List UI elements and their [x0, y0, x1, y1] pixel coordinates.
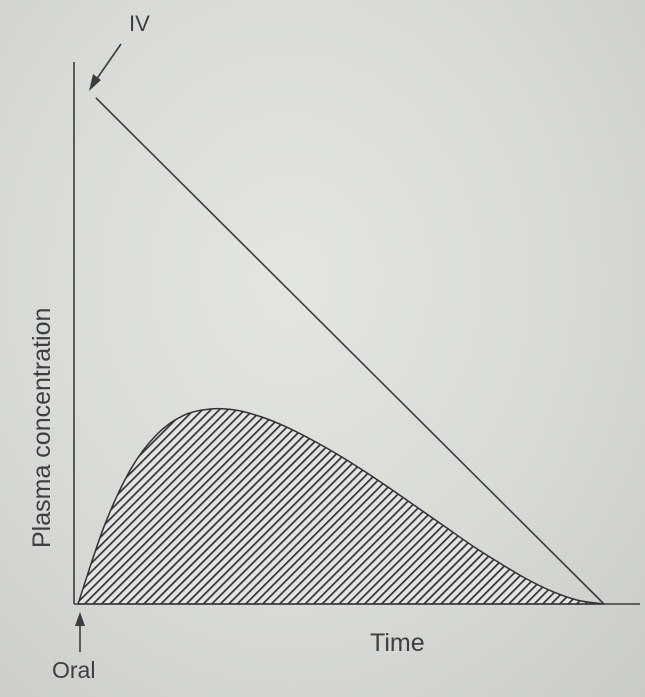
- oral-arrow-head: [75, 612, 85, 626]
- oral-series-area: [76, 407, 605, 605]
- y-axis-label: Plasma concentration: [28, 308, 56, 548]
- iv-series-line: [95, 97, 605, 605]
- oral-annotation-label: Oral: [52, 657, 95, 683]
- iv-annotation-label: IV: [129, 11, 150, 36]
- x-axis-label: Time: [370, 629, 425, 657]
- iv-arrow-head: [89, 74, 101, 91]
- iv-arrow: [95, 43, 122, 81]
